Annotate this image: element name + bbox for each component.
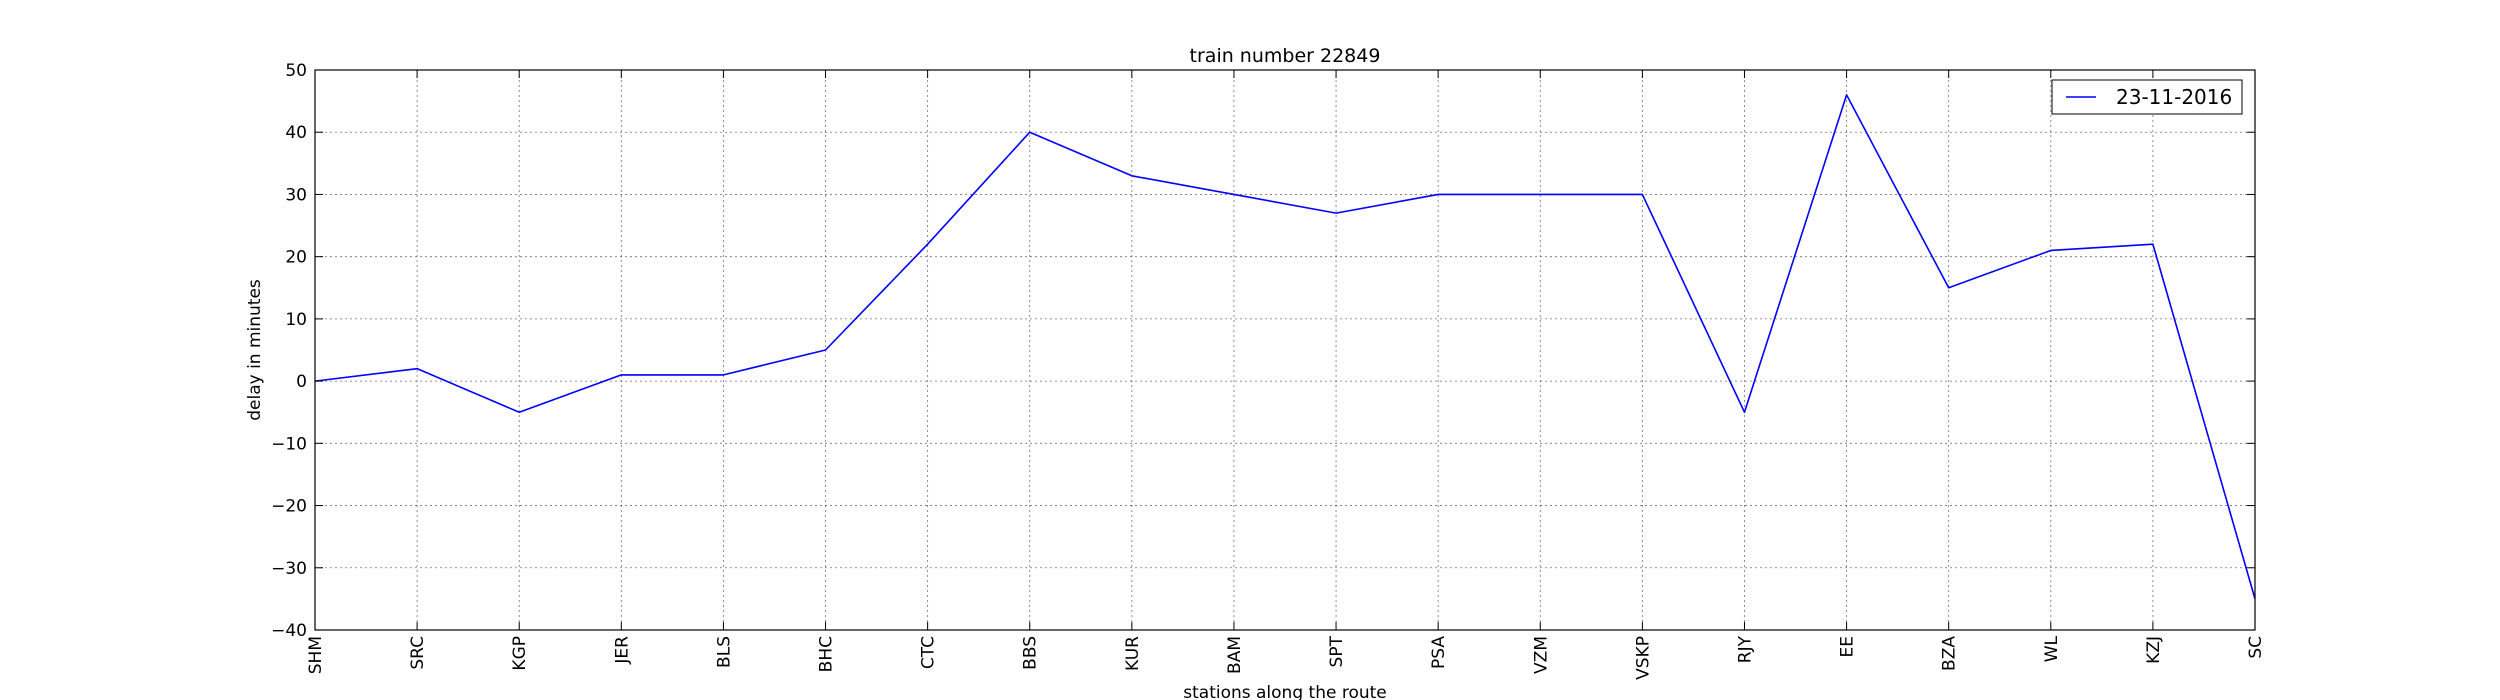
x-tick-label: BHC — [817, 636, 837, 672]
y-tick-label: 0 — [296, 372, 307, 392]
x-tick-label: SHM — [306, 636, 326, 674]
chart-title: train number 22849 — [1190, 45, 1381, 67]
x-tick-label: CTC — [919, 636, 939, 669]
y-tick-label: 20 — [285, 248, 307, 268]
y-tick-label: −10 — [271, 434, 307, 454]
x-tick-label: KGP — [510, 636, 530, 671]
x-tick-label: EE — [1838, 636, 1858, 657]
series-lines — [314, 94, 2256, 600]
x-tick-label: RJY — [1735, 635, 1755, 663]
x-tick-label: KUR — [1123, 636, 1143, 671]
y-tick-label: 30 — [285, 185, 307, 205]
x-tick-label: WL — [2042, 635, 2062, 662]
y-axis-ticks: −40 −30 −20 −10 0 10 20 30 40 50 — [271, 61, 2255, 641]
x-tick-label: JER — [612, 636, 632, 665]
series-line — [314, 94, 2256, 600]
x-tick-label: SC — [2246, 636, 2266, 659]
x-tick-label: BBS — [1021, 636, 1041, 670]
x-tick-label: BAM — [1225, 636, 1245, 674]
y-tick-label: −40 — [271, 621, 307, 641]
x-tick-label: VZM — [1531, 636, 1551, 674]
x-tick-label: SPT — [1327, 635, 1347, 667]
x-axis-ticks: SHM SRC KGP JER BLS BHC CTC BBS KUR BAM SPT PSA VZM V… — [306, 70, 2266, 680]
legend: 23-11-2016 — [2051, 79, 2243, 115]
legend-label: 23-11-2016 — [2116, 85, 2232, 109]
x-tick-label: BLS — [714, 636, 734, 668]
y-tick-label: 40 — [285, 123, 307, 143]
y-tick-label: −30 — [271, 559, 307, 579]
y-axis-label: delay in minutes — [245, 279, 265, 421]
y-tick-label: −20 — [271, 497, 307, 517]
x-tick-label: VSKP — [1633, 636, 1653, 680]
x-tick-label: SRC — [408, 636, 428, 670]
x-tick-label: KZJ — [2144, 636, 2164, 664]
y-tick-label: 10 — [285, 310, 307, 330]
grid-lines — [314, 69, 2256, 631]
legend-box — [2051, 79, 2243, 115]
plot-frame — [314, 69, 2256, 631]
x-axis-label: stations along the route — [1183, 683, 1387, 700]
y-tick-label: 50 — [285, 61, 307, 81]
x-tick-label: BZA — [1940, 636, 1960, 671]
x-tick-label: PSA — [1429, 636, 1449, 669]
